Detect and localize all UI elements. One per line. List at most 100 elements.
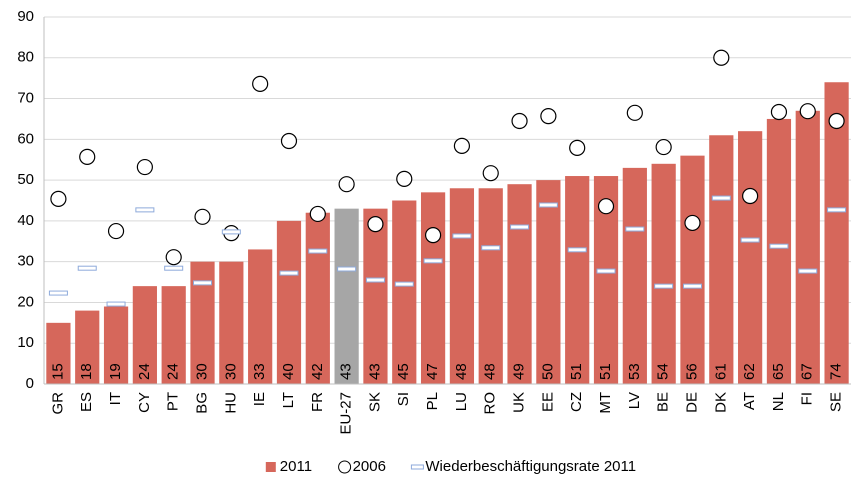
y-tick-label: 20	[17, 293, 34, 310]
value-label: 49	[511, 363, 528, 380]
value-label: 56	[683, 363, 700, 380]
x-tick-label: EE	[539, 392, 556, 412]
point-2006	[540, 107, 557, 125]
point-2006	[482, 165, 499, 182]
value-label: 54	[655, 363, 672, 380]
bar	[132, 286, 157, 384]
legend-swatch	[410, 464, 424, 470]
point-2006	[569, 139, 586, 156]
x-tick-label: SK	[366, 392, 383, 412]
x-tick-label: FI	[799, 392, 816, 405]
point-2006	[713, 49, 730, 66]
point-2006	[338, 176, 355, 193]
x-tick-label: BE	[655, 392, 672, 412]
point-2006	[742, 187, 759, 205]
value-label: 61	[712, 363, 729, 380]
point-2006	[107, 222, 125, 240]
y-tick-label: 40	[17, 212, 34, 229]
bar	[449, 188, 475, 384]
bar	[276, 220, 302, 384]
bar	[738, 131, 763, 384]
x-tick-label: FR	[309, 392, 326, 412]
value-label: 48	[482, 363, 499, 380]
rate-dash	[711, 195, 731, 201]
x-tick-label: CY	[136, 392, 153, 413]
y-tick-label: 50	[17, 171, 34, 188]
x-tick-label: NL	[770, 392, 787, 411]
value-label: 45	[395, 363, 412, 380]
rate-dash	[48, 290, 68, 296]
value-label: 67	[799, 363, 816, 380]
value-label: 53	[626, 363, 643, 380]
x-tick-label: MT	[597, 392, 614, 414]
bar	[420, 192, 446, 384]
bar	[363, 208, 388, 384]
x-tick-label: PL	[424, 392, 441, 410]
bar	[392, 200, 417, 384]
x-tick-label: CZ	[568, 392, 585, 412]
rate-dash	[567, 247, 587, 253]
legend-swatch	[338, 460, 352, 474]
value-label: 51	[597, 363, 614, 380]
value-label: 65	[770, 363, 787, 380]
bar	[478, 188, 503, 384]
value-label: 40	[280, 363, 297, 380]
value-label: 15	[49, 363, 66, 380]
point-2006	[828, 112, 845, 130]
rate-dash	[769, 243, 789, 249]
bar	[161, 286, 186, 384]
rate-dash	[279, 270, 299, 276]
point-2006	[597, 198, 615, 215]
point-2006	[396, 170, 413, 187]
rate-dash	[164, 265, 184, 271]
x-tick-label: LT	[280, 392, 297, 408]
legend-label: Wiederbeschäftigungsrate 2011	[425, 458, 636, 475]
rate-dash	[452, 233, 472, 239]
bar	[565, 176, 590, 384]
value-label: 18	[78, 363, 95, 380]
point-2006	[626, 104, 643, 121]
value-label: 48	[453, 363, 470, 380]
rate-dash	[596, 268, 616, 274]
y-tick-label: 60	[17, 130, 34, 147]
value-label: 30	[193, 363, 210, 380]
rate-dash	[682, 283, 702, 289]
x-tick-label: PT	[165, 392, 182, 411]
point-2006	[50, 190, 67, 207]
point-2006	[424, 227, 442, 244]
y-tick-label: 10	[17, 334, 34, 351]
bar	[334, 208, 359, 384]
x-tick-label: DK	[712, 392, 729, 413]
rate-dash	[798, 268, 818, 274]
bar	[766, 118, 792, 384]
bar	[507, 184, 532, 384]
value-label: 74	[828, 363, 845, 380]
legend-label: 2006	[353, 458, 386, 475]
point-2006	[252, 75, 269, 92]
rate-dash	[337, 266, 357, 272]
value-label: 24	[165, 363, 182, 380]
y-tick-label: 90	[17, 8, 34, 25]
bar	[651, 163, 676, 384]
rate-dash	[365, 277, 385, 283]
x-tick-label: IE	[251, 392, 268, 406]
bar	[103, 306, 129, 384]
rate-dash	[654, 283, 674, 289]
bar	[795, 110, 820, 385]
bar	[622, 167, 647, 384]
value-label: 62	[741, 363, 758, 380]
legend-label: 2011	[280, 458, 312, 475]
bar	[824, 82, 849, 384]
y-tick-label: 30	[17, 253, 34, 270]
x-tick-label: SE	[828, 392, 845, 412]
point-2006	[453, 137, 471, 154]
rate-dash	[538, 202, 558, 208]
point-2006	[367, 216, 384, 233]
x-tick-label: IT	[107, 392, 124, 405]
point-2006	[79, 148, 96, 165]
rate-dash	[135, 207, 155, 213]
point-2006	[511, 112, 528, 130]
value-label: 30	[222, 363, 239, 380]
x-tick-label: LV	[626, 392, 643, 409]
